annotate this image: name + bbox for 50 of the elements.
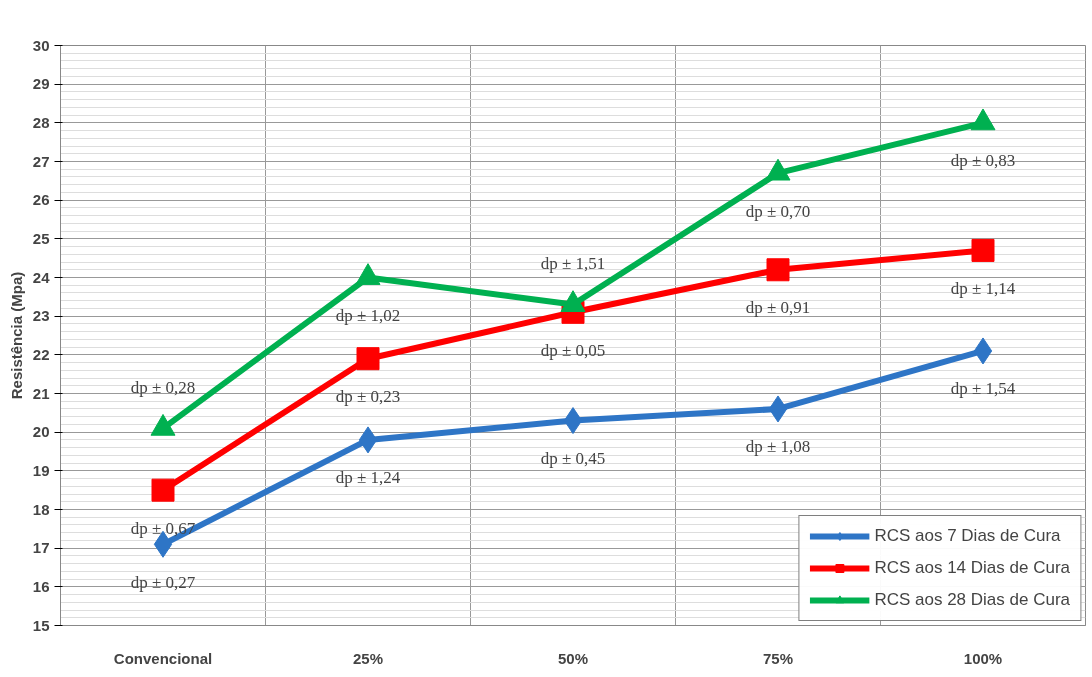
annotation: dp ± 1,24 (335, 468, 401, 488)
y-tick-label: 16 (32, 577, 50, 595)
annotation: dp ± 0,27 (130, 572, 196, 592)
annotation: dp ± 0,70 (745, 201, 811, 221)
x-tick-label: Convencional (113, 649, 213, 667)
annotation: dp ± 0,05 (540, 340, 606, 360)
legend-label: RCS aos 14 Dias de Cura (874, 558, 1070, 578)
annotation: dp ± 0,45 (540, 449, 606, 469)
y-tick-label: 21 (32, 384, 50, 402)
annotation: dp ± 0,83 (950, 151, 1016, 171)
point (563, 407, 583, 435)
point (971, 238, 995, 262)
y-tick-label: 25 (32, 229, 50, 247)
annotation: dp ± 0,91 (745, 298, 811, 318)
annotation: dp ± 0,28 (130, 377, 196, 397)
y-tick-label: 26 (32, 191, 50, 209)
annotation: dp ± 1,08 (745, 437, 811, 457)
x-tick-label: 75% (762, 649, 794, 667)
annotation: dp ± 0,23 (335, 387, 401, 407)
x-tick-label: 25% (352, 649, 384, 667)
point (970, 108, 996, 131)
y-tick-label: 30 (32, 36, 50, 54)
legend-label: RCS aos 28 Dias de Cura (874, 590, 1070, 610)
annotation: dp ± 1,54 (950, 379, 1016, 399)
point (358, 426, 378, 454)
point (356, 347, 380, 371)
annotation: dp ± 1,51 (540, 254, 606, 274)
annotation: dp ± 1,02 (335, 306, 401, 325)
point (973, 337, 993, 365)
y-tick-label: 17 (32, 539, 50, 557)
x-tick-label: 50% (557, 649, 589, 667)
y-axis-title: Resistência (Mpa) (7, 271, 25, 400)
x-tick-label: 100% (963, 649, 1003, 667)
legend-label: RCS aos 7 Dias de Cura (874, 526, 1061, 546)
y-tick-label: 18 (32, 500, 50, 518)
y-tick-label: 27 (32, 152, 50, 170)
point (768, 395, 788, 423)
y-tick-label: 29 (32, 75, 50, 93)
y-tick-label: 20 (32, 423, 50, 441)
y-tick-label: 22 (32, 345, 50, 363)
point (765, 158, 791, 181)
y-tick-label: 19 (32, 461, 50, 479)
y-tick-label: 23 (32, 307, 50, 325)
y-tick-label: 24 (32, 268, 51, 286)
point (766, 258, 790, 282)
y-tick-label: 28 (32, 113, 50, 131)
point (151, 478, 175, 502)
annotation: dp ± 1,14 (950, 278, 1016, 298)
y-tick-label: 15 (32, 616, 50, 634)
annotation: dp ± 0,67 (130, 518, 196, 538)
